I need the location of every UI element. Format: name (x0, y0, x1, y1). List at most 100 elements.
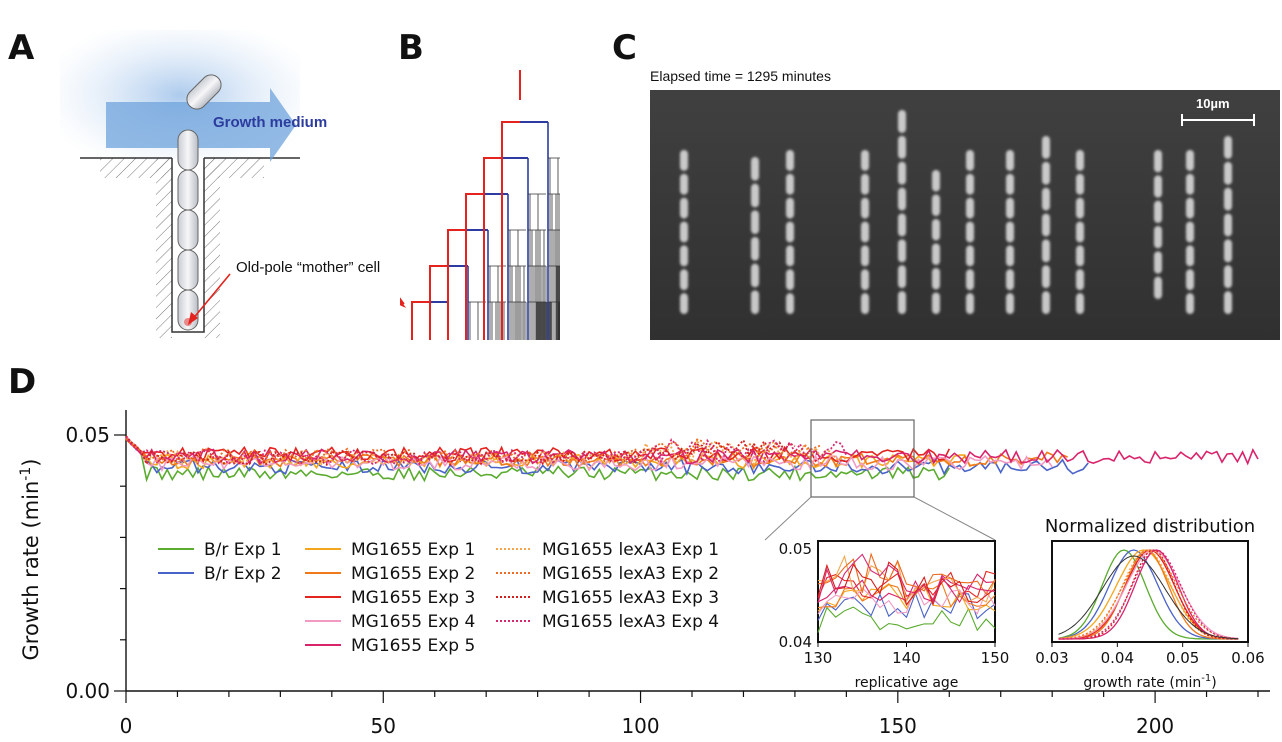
bacterial-cell (898, 161, 906, 185)
bacterial-cell (1224, 161, 1232, 185)
lineage-branch-mother (465, 193, 484, 340)
growth-medium-label: Growth medium (213, 114, 328, 131)
series-line (125, 436, 1259, 466)
bacterial-cell (966, 150, 974, 171)
bacterial-cell (861, 197, 869, 219)
bacterial-cell (1006, 245, 1014, 267)
bacterial-cell (786, 197, 794, 219)
bacterial-cell (1186, 173, 1194, 195)
bacterial-cell (1186, 269, 1194, 291)
inset-x-tick-label: 0.04 (1101, 649, 1134, 667)
elapsed-time-label: Elapsed time = 1295 minutes (650, 68, 831, 84)
bacterial-cell (966, 197, 974, 219)
bacterial-cell (1006, 150, 1014, 171)
bacterial-cell (861, 293, 869, 314)
legend-label: MG1655 Exp 2 (351, 564, 475, 584)
bacterial-cell (932, 292, 940, 314)
y-tick-label: 0.05 (65, 423, 110, 447)
distribution-curve (1058, 555, 1239, 640)
device-schematic (60, 30, 300, 338)
inset-x-tick-label: 130 (804, 649, 833, 667)
distribution-curve (1058, 549, 1239, 640)
bacterial-cell (1224, 187, 1232, 211)
bacterial-cell (1076, 269, 1084, 291)
bacterial-cell (1076, 245, 1084, 267)
microscopy-image (650, 90, 1280, 340)
mother-cell-label: Old-pole “mother” cell (236, 259, 381, 276)
inset-series-line (817, 554, 996, 603)
bacterial-cell (1186, 293, 1194, 314)
distribution-curve (1058, 549, 1239, 640)
surface-hatch-left (100, 158, 172, 178)
bacterial-cell (1006, 173, 1014, 195)
bacterial-cell (1154, 200, 1162, 223)
bacterial-cell (1006, 293, 1014, 314)
bacterial-cell (1076, 221, 1084, 243)
bacterial-cell (1006, 269, 1014, 291)
inset-series-line (817, 606, 996, 633)
lineage-branch-mother (447, 229, 466, 340)
x-tick-label: 100 (621, 714, 659, 738)
distribution-curve (1058, 549, 1239, 640)
inset-series-line (817, 582, 996, 612)
zoom-box (810, 419, 915, 498)
mother-pointer-a (191, 273, 231, 321)
bacterial-cell (898, 239, 906, 263)
bacterial-cell (751, 263, 759, 288)
inset-x-axis-label: growth rate (min-1) (1083, 673, 1216, 691)
lineage-branch-mother (411, 301, 430, 340)
bacterial-cell (1042, 265, 1050, 289)
channel-wall-left (156, 158, 172, 338)
y-axis-label: Growth rate (min-1) (18, 459, 43, 661)
bacterial-cell (786, 269, 794, 291)
bacterial-cell (861, 173, 869, 195)
legend-label: MG1655 lexA3 Exp 4 (542, 612, 719, 632)
bacterial-cell (680, 221, 688, 243)
bacterial-cell (861, 221, 869, 243)
x-tick-label: 200 (1136, 714, 1174, 738)
bacterial-cell (1224, 136, 1232, 159)
inset-x-tick-label: 150 (981, 649, 1010, 667)
bacterial-cell (1076, 197, 1084, 219)
legend-label: B/r Exp 1 (204, 540, 282, 560)
bacterial-cell (966, 293, 974, 314)
bacterial-cell (932, 243, 940, 265)
bacterial-cell (1186, 150, 1194, 171)
bacterial-cell (1042, 136, 1050, 159)
legend-label: MG1655 lexA3 Exp 2 (542, 564, 719, 584)
bacterial-cell (680, 293, 688, 314)
bacterial-cell (1154, 150, 1162, 173)
bacterial-cell (898, 110, 906, 133)
bacterial-cell (1154, 175, 1162, 198)
bacterial-cell (786, 150, 794, 171)
bacterial-cell (1186, 197, 1194, 219)
bacterial-cell (1186, 221, 1194, 243)
bacterial-cell (966, 173, 974, 195)
inset-distribution-frame (1051, 540, 1249, 643)
inset-x-tick-label: 140 (892, 649, 921, 667)
bacterial-cell (966, 245, 974, 267)
mother-pointer-b (400, 297, 405, 305)
bacterial-cell (932, 170, 940, 192)
x-tick-label: 150 (879, 714, 917, 738)
x-tick-label: 50 (371, 714, 396, 738)
panel-label-a: A (8, 28, 35, 68)
legend-label: B/r Exp 2 (204, 564, 282, 584)
legend-label: MG1655 lexA3 Exp 3 (542, 588, 719, 608)
bacterial-cell (1154, 276, 1162, 299)
bacterial-cell (1186, 245, 1194, 267)
bacterial-cell (1006, 197, 1014, 219)
panel-label-b: B (398, 28, 424, 68)
channel-wall-right (204, 158, 220, 338)
inset-x-tick-label: 0.06 (1231, 649, 1264, 667)
y-tick-label: 0.00 (65, 679, 110, 703)
distribution-curve (1058, 549, 1239, 640)
bacterial-cell (786, 293, 794, 314)
bacterial-cell (932, 268, 940, 290)
legend-label: MG1655 Exp 1 (351, 540, 475, 560)
bacterial-cell (1076, 150, 1084, 171)
bacterial-cell (680, 197, 688, 219)
inset-y-tick-label: 0.04 (779, 633, 812, 651)
bacterial-cell (751, 290, 759, 314)
